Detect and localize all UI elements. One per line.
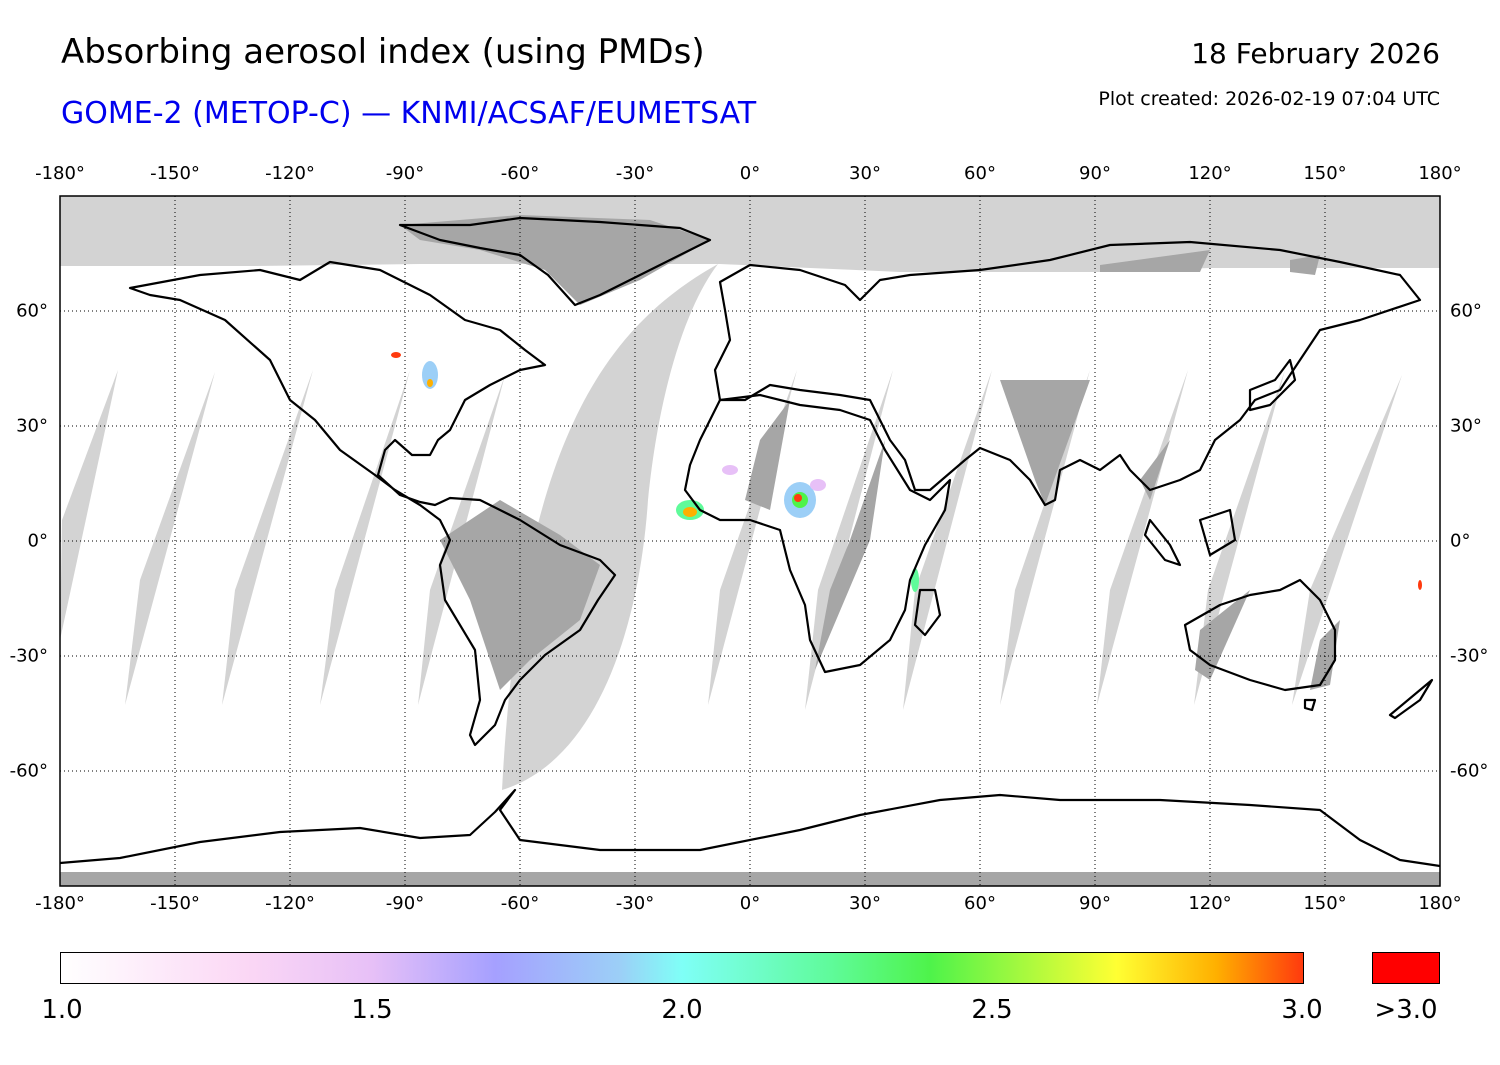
lat-label-left: 60°: [16, 300, 48, 322]
lat-label-left: -60°: [9, 760, 48, 782]
lon-label-bottom: 120°: [1188, 893, 1232, 914]
aerosol-hotspots: [391, 352, 1422, 592]
colorbar-tick: 2.0: [661, 995, 703, 1025]
lat-label-right: 60°: [1450, 300, 1482, 322]
lon-label-top: -30°: [615, 163, 655, 184]
swath-gap-large: [502, 264, 718, 790]
land-no-data: [745, 400, 790, 510]
lon-label-bottom: -150°: [150, 893, 200, 914]
land-no-data: [1100, 250, 1210, 272]
south-america-no-data: [440, 500, 600, 690]
land-no-data: [1290, 255, 1320, 275]
lon-label-bottom: -90°: [385, 893, 425, 914]
lon-label-bottom: 180°: [1418, 893, 1462, 914]
lat-label-left: 0°: [27, 530, 48, 552]
lon-label-top: 150°: [1303, 163, 1347, 184]
swath-gap: [1000, 370, 1090, 705]
swath-gap: [60, 370, 118, 640]
map-frame: [59, 195, 1441, 887]
lon-label-top: 180°: [1418, 163, 1462, 184]
lon-label-bottom: 30°: [849, 893, 881, 914]
lon-label-bottom: 60°: [964, 893, 996, 914]
land-no-data: [1195, 590, 1250, 680]
colorbar-tick: 1.0: [41, 995, 83, 1025]
swath-gap: [125, 372, 215, 705]
swath-gap: [320, 370, 410, 705]
lat-label-right: -60°: [1450, 760, 1489, 782]
colorbar-over-label: >3.0: [1374, 995, 1438, 1025]
lon-label-bottom: 90°: [1079, 893, 1111, 914]
land-no-data: [815, 440, 885, 670]
colorbar-tick: 2.5: [971, 995, 1013, 1025]
lon-label-top: 90°: [1079, 163, 1111, 184]
colorbar-over-box: [1372, 952, 1440, 984]
antarctic-no-data: [60, 872, 1440, 886]
lon-label-bottom: -60°: [500, 893, 540, 914]
lon-label-top: -120°: [265, 163, 315, 184]
lon-label-bottom: -120°: [265, 893, 315, 914]
land-no-data: [1000, 380, 1090, 505]
lon-label-bottom: -180°: [35, 893, 85, 914]
lat-label-right: 0°: [1450, 530, 1471, 552]
colorbar-tick: 3.0: [1281, 995, 1323, 1025]
plot-title: Absorbing aerosol index (using PMDs): [61, 32, 705, 72]
lat-label-right: 30°: [1450, 415, 1482, 437]
lon-label-top: -150°: [150, 163, 200, 184]
swath-gap: [1292, 375, 1402, 705]
lon-label-top: -60°: [500, 163, 540, 184]
lon-label-top: 30°: [849, 163, 881, 184]
plot-created: Plot created: 2026-02-19 07:04 UTC: [1098, 88, 1440, 110]
land-no-data: [1140, 440, 1170, 500]
greenland-no-data: [400, 215, 710, 305]
lon-label-top: -90°: [385, 163, 425, 184]
lon-label-bottom: -30°: [615, 893, 655, 914]
swath-gap: [222, 370, 313, 705]
lon-label-bottom: 0°: [739, 893, 761, 914]
lon-label-top: 0°: [739, 163, 761, 184]
colorbar: [60, 952, 1304, 984]
land-no-data: [1310, 620, 1340, 690]
lon-label-top: 120°: [1188, 163, 1232, 184]
plot-subtitle: GOME-2 (METOP-C) — KNMI/ACSAF/EUMETSAT: [61, 96, 757, 131]
colorbar-tick: 1.5: [351, 995, 393, 1025]
plot-date: 18 February 2026: [1191, 37, 1440, 70]
lon-label-top: -180°: [35, 163, 85, 184]
graticule: [60, 196, 1440, 886]
map-area: [60, 196, 1440, 886]
lon-label-top: 60°: [964, 163, 996, 184]
lat-label-right: -30°: [1450, 645, 1489, 667]
coastlines: [60, 216, 1440, 868]
lon-label-bottom: 150°: [1303, 893, 1347, 914]
lat-label-left: 30°: [16, 415, 48, 437]
lat-label-left: -30°: [9, 645, 48, 667]
